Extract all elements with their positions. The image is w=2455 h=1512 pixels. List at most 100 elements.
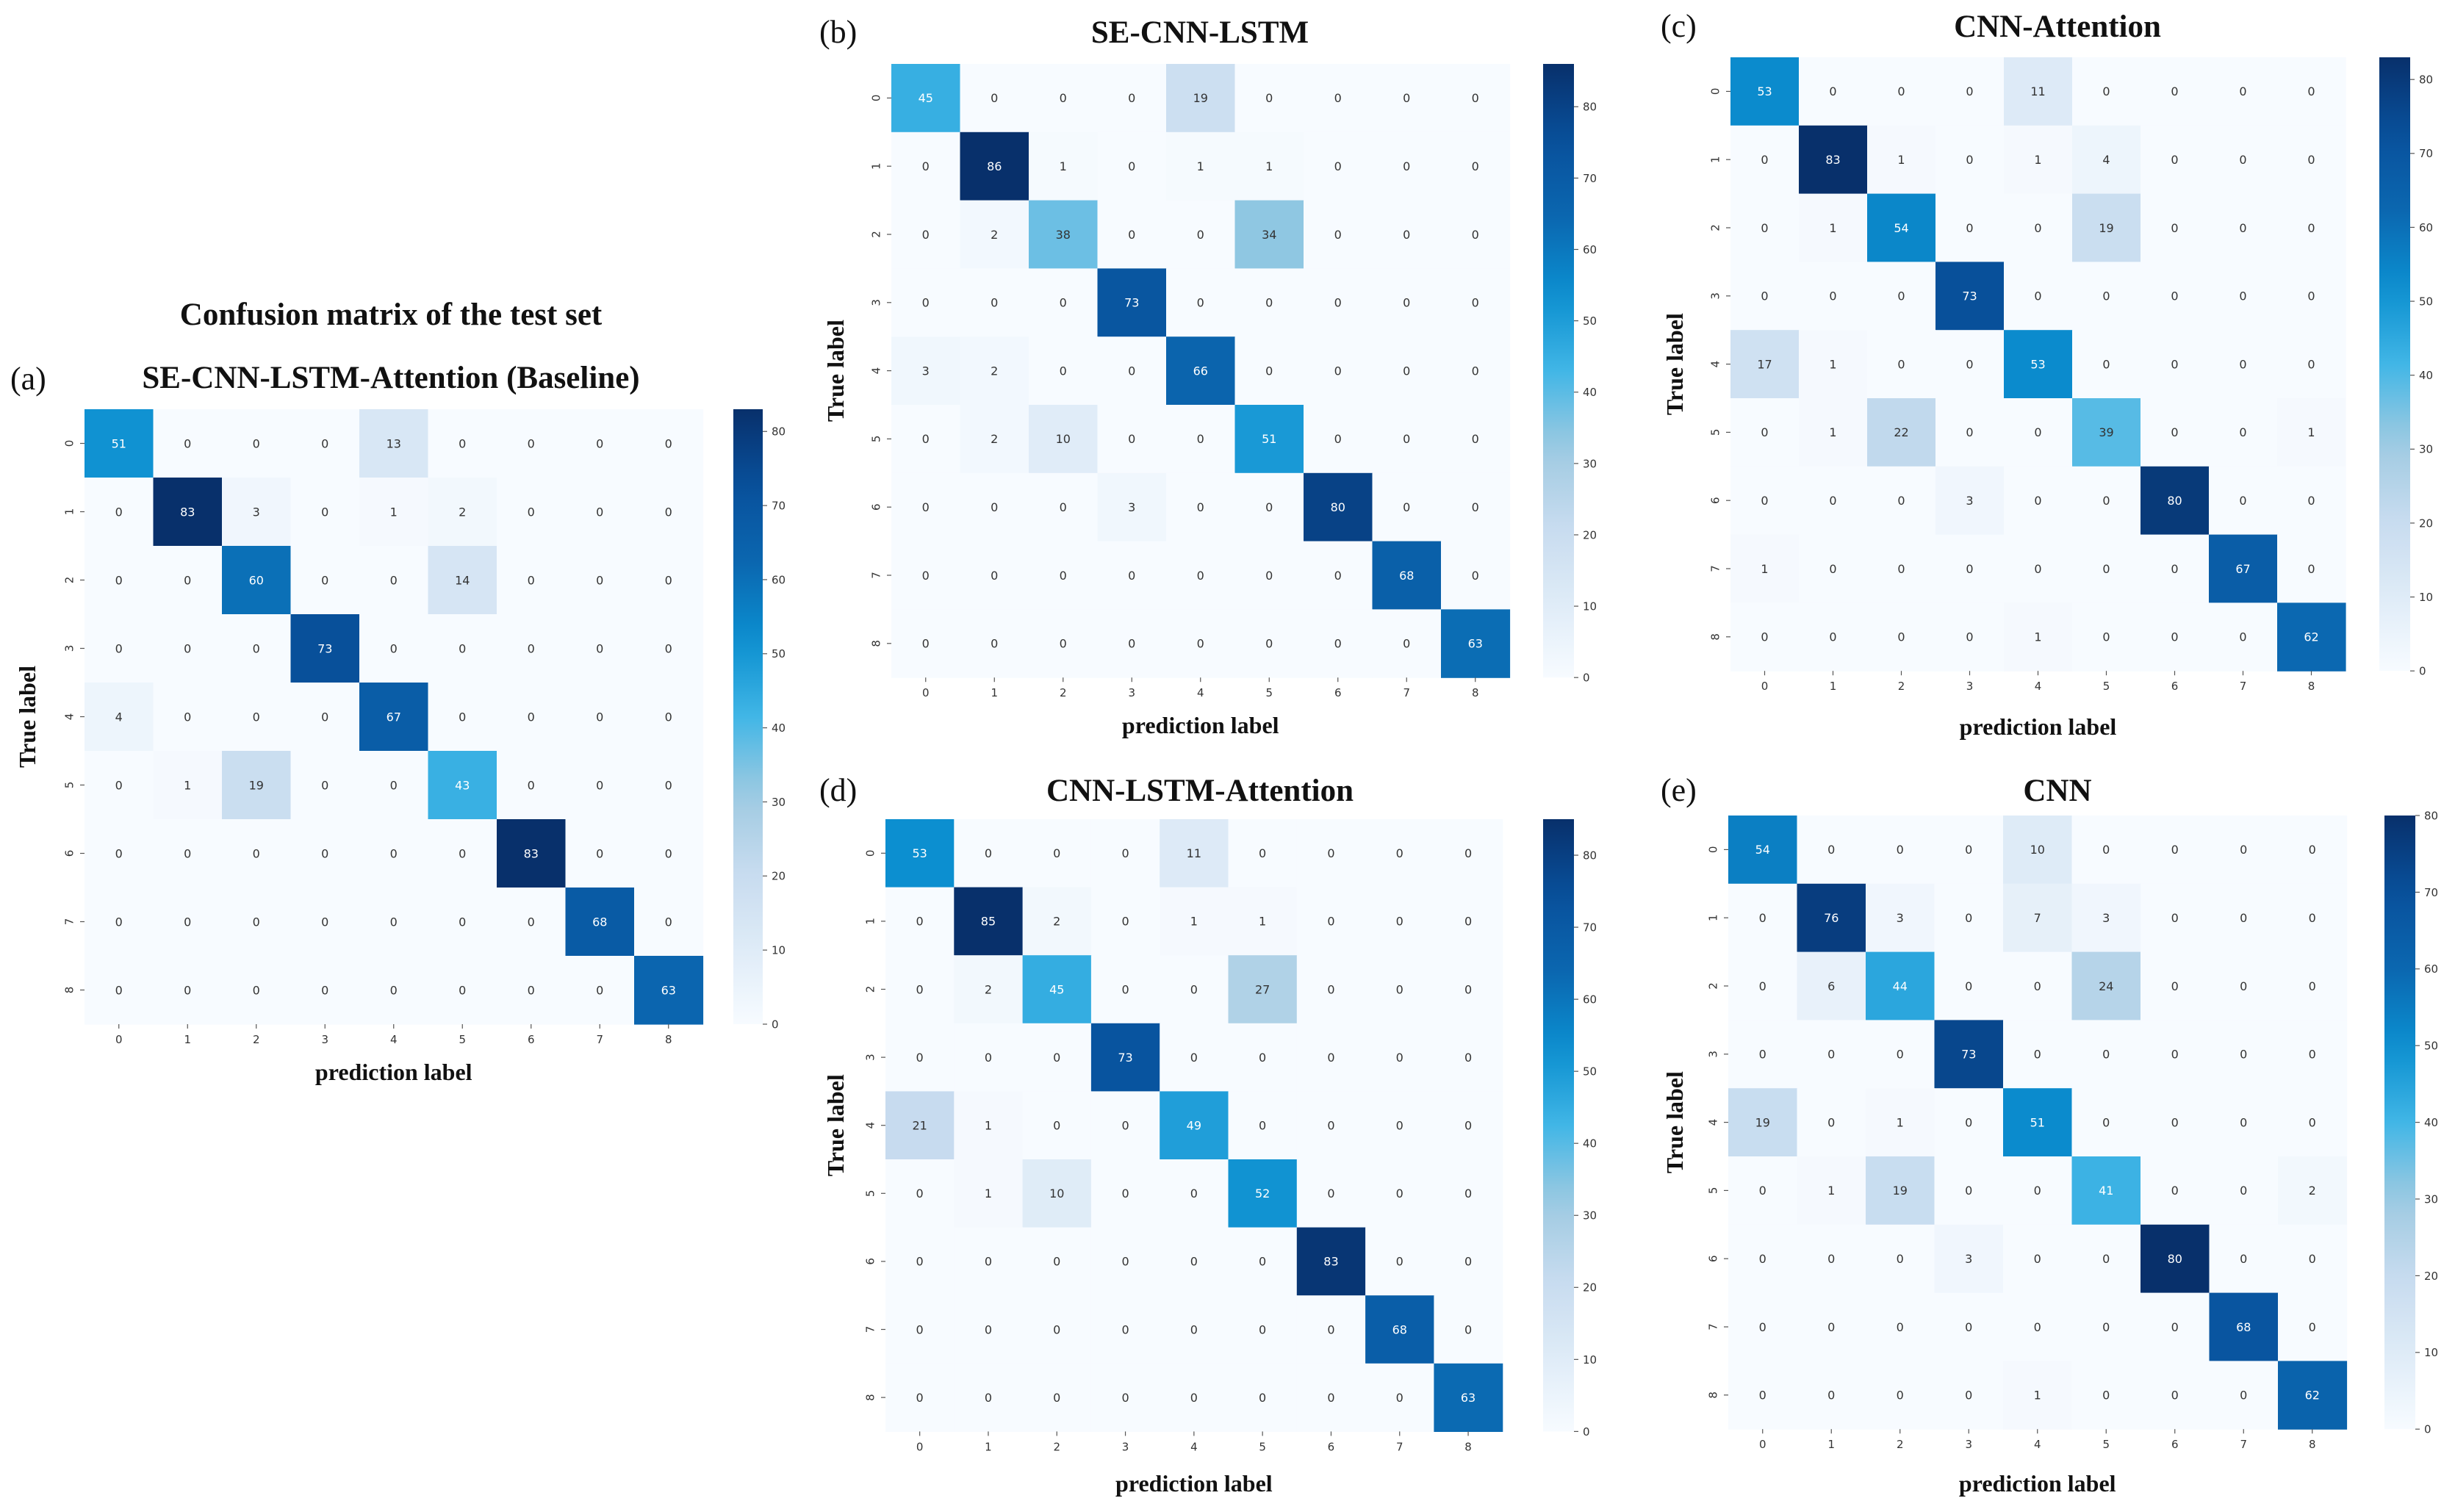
cell-value-label: 0 (2239, 84, 2246, 98)
cell-value-label: 1 (1761, 562, 1768, 576)
cell-value-label: 0 (922, 296, 930, 310)
cell-value-label: 0 (991, 296, 998, 310)
heatmap-cell (1797, 816, 1866, 885)
cell-value-label: 0 (184, 436, 191, 450)
y-axis-label: True label (1661, 313, 1688, 415)
cell-value-label: 0 (1053, 1391, 1060, 1405)
heatmap-cell (2209, 57, 2278, 126)
heatmap-cell (2209, 466, 2278, 536)
heatmap-cell (1160, 1023, 1229, 1092)
cell-value-label: 62 (2304, 630, 2318, 644)
heatmap-cell (85, 409, 154, 478)
heatmap-cell (1799, 330, 1868, 399)
cell-value-label: 0 (2171, 562, 2178, 576)
cell-value-label: 0 (115, 915, 123, 929)
heatmap-cell (290, 409, 360, 478)
cell-value-label: 0 (253, 846, 260, 860)
heatmap-cell (1866, 1156, 1935, 1225)
cell-value-label: 0 (1327, 1391, 1334, 1405)
heatmap-cell (222, 751, 292, 820)
heatmap-cell (1365, 955, 1434, 1024)
heatmap-cell (1097, 541, 1167, 610)
heatmap-cell (2004, 398, 2073, 467)
cell-value-label: 83 (524, 846, 539, 860)
heatmap-cell (2072, 125, 2141, 195)
colorbar-tick-label: 50 (772, 647, 786, 660)
cell-value-label: 68 (1392, 1322, 1407, 1336)
cell-value-label: 22 (1894, 425, 1908, 439)
cell-value-label: 0 (596, 573, 603, 587)
heatmap-cell (497, 751, 567, 820)
heatmap-cell (1935, 262, 2005, 331)
heatmap-cell (960, 132, 1029, 201)
cell-value-label: 0 (1327, 1322, 1334, 1336)
cell-value-label: 0 (1966, 630, 1973, 644)
cell-value-label: 0 (1334, 159, 1342, 173)
y-tick-label: 5 (1707, 1187, 1720, 1195)
heatmap-cell (2209, 951, 2279, 1020)
heatmap-cell (1029, 200, 1099, 269)
cell-value-label: 0 (115, 983, 123, 997)
cell-value-label: 0 (1472, 432, 1479, 446)
heatmap-cell (1166, 541, 1236, 610)
heatmap-cell (1866, 1224, 1935, 1294)
cell-value-label: 0 (2171, 357, 2178, 371)
y-tick-label: 1 (1709, 156, 1722, 163)
colorbar-tick-label: 70 (1583, 921, 1597, 934)
heatmap-cell (891, 132, 961, 201)
heatmap-cell (2278, 1020, 2348, 1089)
cell-value-label: 0 (321, 778, 328, 792)
cell-value-label: 1 (2034, 1389, 2041, 1403)
cell-value-label: 0 (459, 846, 466, 860)
cell-value-label: 0 (1259, 1118, 1266, 1132)
cell-value-label: 1 (1197, 159, 1204, 173)
heatmap-cell (1097, 64, 1167, 133)
heatmap-cell (2072, 193, 2141, 262)
x-tick-label: 2 (1060, 686, 1067, 699)
colorbar-tick-label: 80 (1583, 101, 1597, 114)
cell-value-label: 19 (1193, 91, 1208, 105)
heatmap-cell (428, 409, 497, 478)
cell-value-label: 0 (596, 983, 603, 997)
heatmap-cell (1160, 1295, 1229, 1364)
cell-value-label: 0 (1966, 153, 1973, 167)
cell-value-label: 0 (2307, 357, 2315, 371)
cell-value-label: 0 (253, 710, 260, 724)
cell-value-label: 0 (2034, 289, 2041, 303)
heatmap-cell (2141, 1224, 2210, 1294)
heatmap-cell (359, 683, 429, 752)
cell-value-label: 0 (2309, 1048, 2316, 1062)
x-tick-label: 6 (1334, 686, 1342, 699)
cell-value-label: 0 (1759, 1184, 1766, 1198)
heatmap-cell (1166, 405, 1236, 474)
heatmap-cell (1728, 1361, 1798, 1430)
cell-value-label: 0 (1121, 1187, 1129, 1200)
y-tick-label: 2 (1709, 224, 1722, 231)
heatmap-cell (1797, 883, 1866, 953)
x-tick-label: 5 (1259, 1440, 1266, 1453)
heatmap-cell (1160, 1363, 1229, 1432)
cell-value-label: 0 (321, 710, 328, 724)
heatmap-cell (2278, 1156, 2348, 1225)
y-tick-label: 0 (1707, 846, 1720, 854)
heatmap-cell (885, 887, 955, 956)
cell-value-label: 0 (1827, 1115, 1835, 1129)
heatmap-cell (2003, 1088, 2073, 1157)
heatmap-cell (1935, 125, 2005, 195)
cell-value-label: 63 (1468, 637, 1483, 651)
y-tick-label: 5 (870, 436, 883, 443)
cell-value-label: 0 (1334, 364, 1342, 378)
cell-value-label: 0 (2309, 911, 2316, 925)
colorbar-tick-label: 20 (1583, 1281, 1597, 1295)
cell-value-label: 1 (1829, 357, 1836, 371)
colorbar-tick-label: 40 (1583, 386, 1597, 399)
y-tick-label: 4 (1707, 1119, 1720, 1126)
heatmap-cell (85, 888, 154, 957)
heatmap-cell (1029, 132, 1099, 201)
cell-value-label: 0 (2102, 1320, 2110, 1334)
colorbar-tick-label: 30 (2424, 1192, 2438, 1206)
cell-value-label: 0 (916, 982, 924, 996)
cell-value-label: 0 (321, 983, 328, 997)
heatmap-cell (1228, 1159, 1298, 1228)
